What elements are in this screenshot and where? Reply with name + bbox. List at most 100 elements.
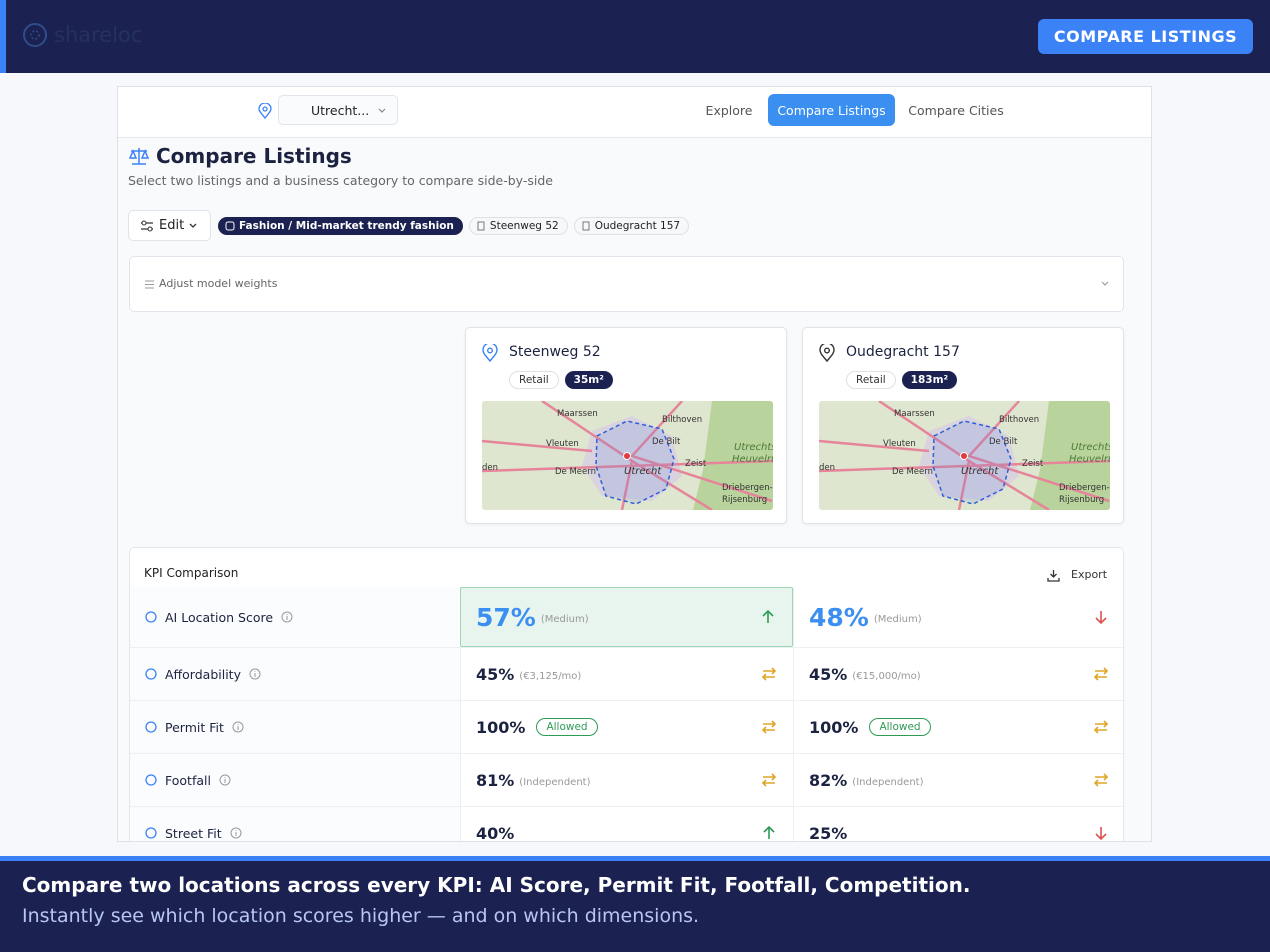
map-urban: [582, 416, 682, 501]
logo-icon: [23, 23, 47, 47]
map-marker: [623, 452, 631, 460]
map-label: Utrecht: [961, 466, 999, 477]
kpi-value: 100%: [476, 717, 526, 737]
map-label: den: [819, 463, 835, 473]
map-label: Maarssen: [557, 409, 598, 419]
weights-label: Adjust model weights: [159, 277, 278, 290]
listing-name: Oudegracht 157: [846, 344, 960, 360]
map-label: De Meern: [555, 467, 596, 477]
info-icon: [249, 668, 261, 680]
kpi-row: Street Fit 40% 25%: [130, 806, 1125, 842]
icon-shape: [823, 347, 830, 354]
icon-shape: [761, 720, 777, 734]
kpi-cell: 48% (Medium): [793, 587, 1125, 647]
icon-shape: [582, 221, 590, 231]
chip-icon: [477, 221, 485, 231]
kpi-value: 100%: [809, 717, 859, 737]
page-subtitle: Select two listings and a business categ…: [128, 173, 553, 188]
kpi-note: (Independent): [519, 776, 591, 788]
icon-shape: [762, 609, 774, 623]
icon-shape: [145, 774, 157, 786]
map-road: [968, 459, 1050, 510]
kpi-label: Permit Fit: [165, 719, 224, 735]
icon-shape: [219, 774, 231, 786]
icon-shape: [1095, 827, 1107, 841]
weights-panel[interactable]: Adjust model weights: [129, 256, 1124, 312]
listing-tag: 183m²: [901, 371, 958, 389]
export-button[interactable]: Export: [1071, 568, 1108, 581]
trend-icon: [763, 825, 775, 839]
kpi-table: KPI Comparison Export AI Location Score 5…: [129, 547, 1125, 842]
download-icon: [1047, 570, 1060, 582]
nav-tab[interactable]: Compare Cities: [908, 102, 1004, 118]
app-panel: Utrecht... Explore Compare Listings Comp…: [117, 86, 1152, 842]
kpi-label: Footfall: [165, 772, 211, 788]
map-label: De Bilt: [652, 437, 681, 447]
filter-chip[interactable]: Fashion / Mid-market trendy fashion: [218, 217, 463, 235]
kpi-title: KPI Comparison: [144, 566, 239, 580]
caption-subtitle: Instantly see which location scores high…: [22, 905, 700, 927]
nav-bar: Utrecht... Explore Compare Listings Comp…: [118, 87, 1151, 138]
kpi-note: (€15,000/mo): [852, 670, 921, 682]
map-area: [932, 420, 1012, 505]
kpi-icon: [145, 774, 157, 786]
filter-chip[interactable]: Oudegracht 157: [573, 217, 690, 235]
map-label: Zeist: [685, 459, 707, 469]
status-badge: Allowed: [869, 718, 931, 736]
kpi-note: (Medium): [873, 613, 922, 625]
trend-icon: [1095, 827, 1107, 841]
edit-button[interactable]: Edit: [128, 210, 211, 241]
logo[interactable]: shareloc: [54, 23, 143, 47]
map-label: Heuvelrug: [1069, 454, 1110, 465]
icon-shape: [486, 347, 493, 354]
icon-shape: [281, 611, 293, 623]
listing-card[interactable]: Oudegracht 157 Retail 183m² Maarssen Bilthov…: [802, 327, 1124, 524]
listing-card[interactable]: Steenweg 52 Retail 35m² Maarssen Bilthoven Vl…: [465, 327, 787, 524]
nav-tab-active[interactable]: Compare Listings: [768, 94, 895, 126]
kpi-label-cell: Street Fit: [130, 807, 460, 841]
chip-icon: [582, 221, 590, 231]
trend-icon: [761, 720, 777, 734]
icon-shape: [482, 344, 498, 362]
kpi-note: (Independent): [852, 776, 924, 788]
city-select[interactable]: Utrecht...: [278, 95, 398, 125]
kpi-label-cell: Permit Fit: [130, 701, 460, 753]
cta-button[interactable]: COMPARE LISTINGS: [1038, 19, 1253, 54]
info-icon: [230, 827, 242, 839]
map-thumbnail: Maarssen Bilthoven Vleuten De Bilt Utrecht Ze…: [819, 401, 1110, 510]
icon-shape: [1093, 773, 1109, 787]
kpi-value: 25%: [809, 823, 848, 842]
icon-shape: [477, 221, 485, 231]
map-marker: [960, 452, 968, 460]
kpi-icon: [145, 827, 157, 839]
info-icon: [232, 721, 244, 733]
map-road: [631, 459, 713, 510]
map-label: Vleuten: [883, 439, 916, 449]
icon-shape: [225, 221, 235, 231]
top-bar: shareloc COMPARE LISTINGS: [0, 0, 1270, 73]
kpi-label-cell: Footfall: [130, 754, 460, 806]
icon-shape: [819, 344, 835, 362]
chevron: [189, 223, 197, 228]
caption-bar: Compare two locations across every KPI: …: [0, 856, 1270, 952]
map-label: Utrecht: [624, 466, 662, 477]
kpi-cell: 45% (€15,000/mo): [793, 648, 1125, 700]
kpi-value: 45%: [809, 664, 848, 684]
chip-label: Steenweg 52: [489, 220, 559, 232]
icon-shape: [145, 827, 157, 839]
kpi-label-cell: Affordability: [130, 648, 460, 700]
nav-tab[interactable]: Explore: [705, 102, 753, 118]
map-label: Utrechtse: [734, 442, 773, 453]
trend-icon: [1093, 773, 1109, 787]
map-label: Zeist: [1022, 459, 1044, 469]
kpi-value: 45%: [476, 664, 515, 684]
map-label: Driebergen-: [722, 483, 773, 493]
icon-shape: [145, 611, 157, 623]
trend-icon: [1093, 720, 1109, 734]
kpi-label: Street Fit: [165, 825, 222, 841]
icon-shape: [1093, 667, 1109, 681]
map-road: [482, 459, 773, 473]
icon-shape: [230, 827, 242, 839]
filter-chip[interactable]: Steenweg 52: [468, 217, 568, 235]
